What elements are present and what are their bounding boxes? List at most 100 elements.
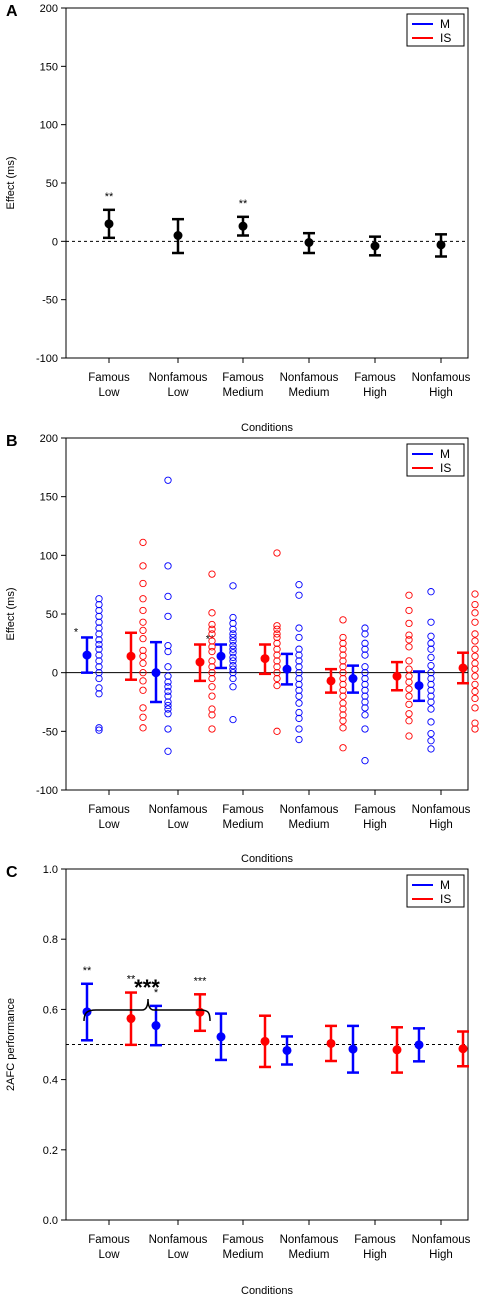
data-point [164,725,172,733]
data-point [95,651,103,659]
data-point [339,669,347,677]
data-point [208,683,216,691]
data-point [95,669,103,677]
y-tick-label: 100 [40,550,58,562]
y-tick-label: 150 [40,492,58,504]
y-tick-label: 0 [52,668,58,680]
data-point [339,663,347,671]
y-tick-label: 0.4 [43,1075,58,1087]
plot-frame [65,7,469,359]
x-tick-label: Low [98,1249,120,1261]
data-point [229,645,237,653]
data-point [427,653,435,662]
data-point [405,678,413,686]
data-point [139,677,147,685]
significance-label: ** [83,965,92,977]
data-point [361,680,369,689]
data-point [471,637,479,645]
significance-label: ** [206,634,215,646]
data-point [405,717,413,725]
y-tick-label: -50 [42,726,58,738]
x-tick-label: Low [98,387,120,399]
data-point [95,600,103,609]
data-point [339,705,347,713]
legend: MIS [406,13,465,47]
data-point [208,705,216,713]
mean-marker [304,238,314,247]
data-point [471,725,479,733]
data-point [95,640,103,649]
data-point [339,645,347,653]
x-tick-label: Nonfamous [149,1234,208,1246]
data-point [427,674,435,683]
significance-label: * [154,987,159,999]
data-point [295,714,303,723]
significance-label: ** [239,198,248,210]
x-tick-label: High [363,819,387,831]
data-point [405,732,413,740]
data-point [427,669,435,677]
data-point [361,630,369,638]
x-tick-label: Medium [289,819,330,831]
data-point [427,661,435,670]
y-tick-label: 50 [46,609,58,621]
data-point [295,686,303,694]
data-point [361,725,369,733]
data-point [229,642,237,650]
data-point [208,663,216,671]
data-point [471,704,479,712]
data-point [208,692,216,700]
panel-letter: C [6,864,18,881]
x-axis-label: Conditions [241,422,293,434]
mean-marker [282,1045,292,1055]
mean-marker [392,1045,402,1055]
x-tick-label: Famous [354,1234,396,1246]
data-point [405,657,413,665]
legend-label: M [440,447,450,461]
x-tick-label: Medium [289,1249,330,1261]
data-point [361,692,369,700]
data-point [295,581,303,589]
data-point [208,625,216,633]
data-point [139,652,147,660]
data-point [164,642,172,650]
data-point [361,711,369,719]
data-point [273,549,281,557]
data-point [229,669,237,677]
data-point [229,653,237,662]
data-point [229,582,237,590]
x-tick-label: Famous [222,1234,264,1246]
data-point [471,652,479,660]
data-point [295,624,303,632]
data-point [427,618,435,626]
y-tick-label: 0.8 [43,934,58,946]
data-point [139,626,147,635]
data-point [427,730,435,738]
mean-marker [436,240,446,250]
data-point [273,645,281,653]
mean-marker [414,1040,424,1050]
data-point [471,609,479,617]
data-point [339,616,347,624]
data-point [361,651,369,659]
data-point [427,632,435,640]
data-point [164,678,172,686]
data-point [139,634,147,643]
data-point [339,711,347,719]
data-point [471,665,479,673]
data-point [405,636,413,644]
data-point [339,717,347,725]
data-point [471,694,479,703]
data-point [229,661,237,670]
data-point [295,725,303,733]
y-tick-label: 1.0 [43,864,58,876]
y-tick-label: -50 [42,295,58,307]
data-point [139,562,147,570]
mean-marker [216,1032,226,1042]
data-point [273,657,281,665]
x-tick-label: Famous [88,804,130,816]
data-point [405,710,413,718]
data-point [164,562,172,570]
data-point [139,713,147,721]
panel-letter: A [6,3,18,20]
